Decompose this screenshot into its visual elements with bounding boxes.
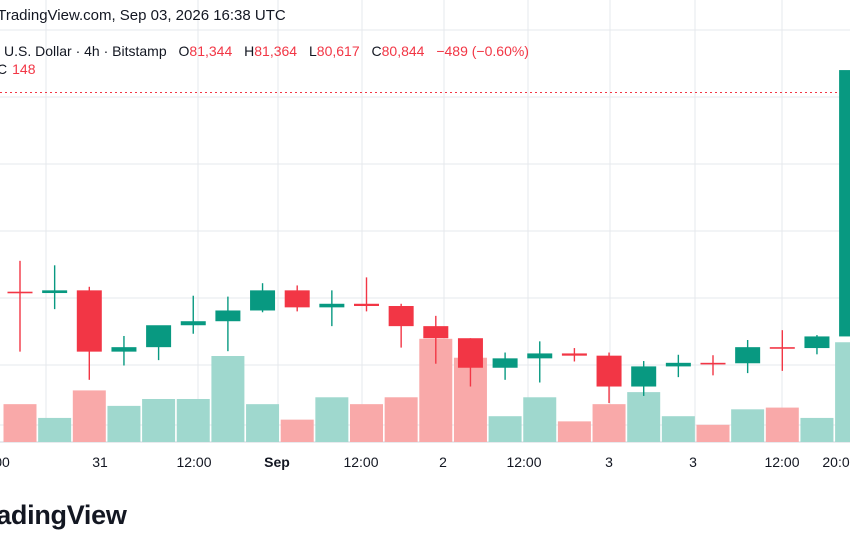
- x-tick-label-0: 00: [0, 454, 10, 470]
- candle-body-9: [319, 303, 345, 308]
- candle-body-24: [839, 70, 850, 337]
- volume-bar-23: [800, 417, 834, 442]
- open-value: 81,344: [189, 43, 233, 59]
- volume-bar-2: [72, 390, 106, 442]
- candle-body-8: [284, 290, 310, 308]
- candle-body-2: [76, 290, 102, 352]
- volume-bar-18: [627, 392, 661, 442]
- candle-body-3: [111, 347, 137, 352]
- tradingview-logo[interactable]: radingView: [0, 500, 127, 530]
- chart-area[interactable]: 00 31 12:00 Sep 12:00 2 12:00 3 3 12:00 20:0: [0, 0, 850, 480]
- high-value: 81,364: [254, 43, 298, 59]
- volume-bar-19: [661, 416, 695, 442]
- x-tick-label-8: 3: [689, 454, 697, 470]
- x-tick-label-2: 12:00: [176, 454, 211, 470]
- candle-body-20: [700, 362, 726, 365]
- volume-bar-7: [246, 404, 280, 442]
- candle-body-12: [423, 326, 449, 339]
- candle-body-0: [7, 291, 33, 294]
- candle-body-22: [769, 347, 795, 349]
- candle-body-17: [596, 355, 622, 387]
- high-label: H: [244, 43, 255, 59]
- volume-bar-17: [592, 404, 626, 442]
- change-value: −489 (−0.60%): [436, 43, 529, 59]
- candle-body-4: [146, 325, 172, 348]
- separator: ·: [103, 43, 109, 59]
- volume-value: 148: [12, 61, 36, 77]
- volume-bar-24: [835, 342, 850, 442]
- volume-bar-1: [38, 417, 72, 442]
- candle-body-10: [354, 303, 379, 307]
- candle-body-6: [215, 310, 241, 322]
- candle-body-15: [527, 353, 553, 359]
- volume-legend: C 148: [0, 61, 35, 77]
- low-value: 80,617: [316, 43, 360, 59]
- interval-label[interactable]: 4h: [84, 43, 100, 59]
- volume-bar-14: [488, 416, 522, 442]
- snapshot-caption: vith TradingView.com, Sep 03, 2026 16:38…: [0, 7, 286, 24]
- ohlc-legend: U.S. Dollar · 4h · Bitstamp O81,344 H81,…: [4, 43, 529, 59]
- volume-bar-22: [765, 407, 799, 442]
- symbol-name[interactable]: U.S. Dollar: [4, 43, 72, 59]
- exchange-label: Bitstamp: [112, 43, 167, 59]
- volume-bar-10: [350, 404, 383, 442]
- volume-bar-20: [696, 424, 730, 442]
- volume-bar-16: [557, 421, 591, 442]
- volume-bar-21: [731, 409, 765, 442]
- volume-bar-4: [142, 399, 176, 442]
- x-tick-label-3: Sep: [264, 454, 290, 470]
- volume-bar-5: [176, 399, 210, 442]
- volume-bar-6: [211, 356, 245, 442]
- volume-bar-9: [315, 397, 349, 442]
- volume-label: C: [0, 61, 8, 77]
- candle-body-11: [388, 306, 414, 327]
- candle-body-23: [804, 336, 830, 349]
- low-label: L: [308, 43, 317, 59]
- candle-body-14: [492, 358, 518, 368]
- candle-body-7: [250, 290, 276, 311]
- x-tick-label-7: 3: [605, 454, 613, 470]
- x-tick-label-5: 2: [439, 454, 447, 470]
- candle-body-1: [42, 290, 68, 294]
- candle-body-13: [457, 338, 483, 368]
- volume-bar-8: [280, 419, 314, 442]
- candle-body-21: [735, 347, 761, 364]
- x-tick-label-4: 12:00: [343, 454, 378, 470]
- candle-body-16: [561, 353, 587, 356]
- candlestick-chart[interactable]: 00 31 12:00 Sep 12:00 2 12:00 3 3 12:00 20:0: [0, 0, 850, 480]
- close-value: 80,844: [381, 43, 425, 59]
- volume-bar-15: [523, 397, 557, 442]
- close-label: C: [371, 43, 382, 59]
- candle-body-5: [180, 321, 206, 326]
- open-label: O: [178, 43, 190, 59]
- x-tick-label-6: 12:00: [506, 454, 541, 470]
- candle-body-18: [631, 366, 657, 387]
- volume-bar-0: [3, 404, 37, 442]
- volume-bar-11: [384, 397, 418, 442]
- x-tick-label-10: 20:0: [822, 454, 849, 470]
- x-tick-label-9: 12:00: [764, 454, 799, 470]
- separator: ·: [75, 43, 81, 59]
- volume-bar-3: [107, 405, 141, 442]
- candle-body-19: [665, 362, 691, 367]
- x-tick-label-1: 31: [92, 454, 108, 470]
